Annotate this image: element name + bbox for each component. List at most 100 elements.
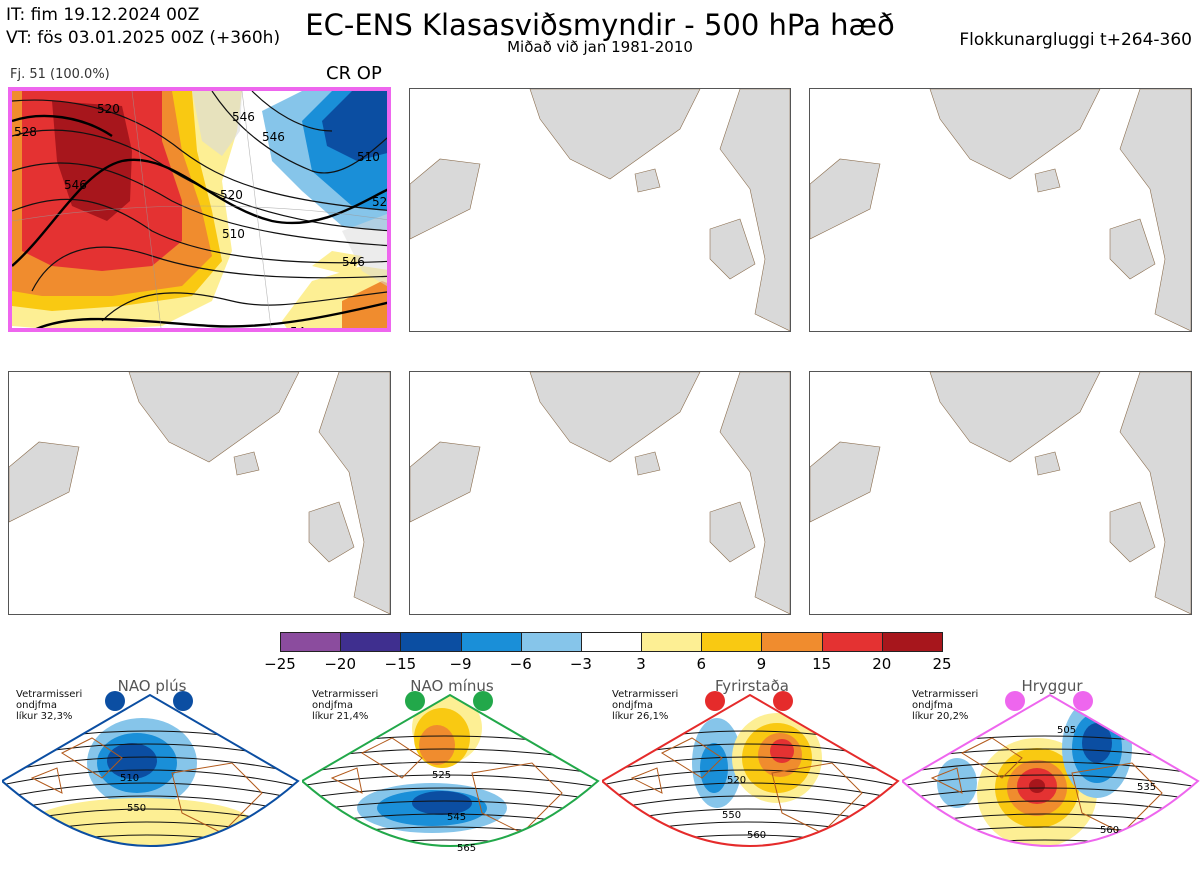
map-background bbox=[9, 372, 390, 614]
contour-label: 520 bbox=[220, 188, 243, 202]
contour-label: 528 bbox=[14, 125, 37, 139]
colorbar-tick-label: −15 bbox=[384, 655, 417, 673]
colorbar-tick-label: −20 bbox=[324, 655, 356, 673]
colorbar-tick-label: −9 bbox=[449, 655, 472, 673]
colorbar-tick-label: 20 bbox=[872, 655, 892, 673]
colorbar-tick-label: 15 bbox=[812, 655, 832, 673]
regime-marker-dot bbox=[105, 691, 125, 711]
regime-marker-dot bbox=[405, 691, 425, 711]
contour-label: 546 bbox=[64, 178, 87, 192]
colorbar-tick-label: −25 bbox=[264, 655, 296, 673]
anomaly-area bbox=[937, 758, 977, 808]
regime-marker-dot bbox=[473, 691, 493, 711]
regime-panel[interactable]: 510 550 NAO plús Vetrarmisseri ondjfma líkur … bbox=[2, 677, 300, 868]
empty-map-panel-6[interactable] bbox=[809, 371, 1192, 615]
sector-outline bbox=[902, 693, 1200, 847]
colorbar-swatch bbox=[340, 632, 402, 652]
height-contour bbox=[902, 774, 1198, 790]
regime-sector-map: 520 550 560 bbox=[602, 691, 900, 847]
regime-note-line: Vetrarmisseri bbox=[912, 689, 979, 700]
contour-label: 550 bbox=[722, 810, 741, 821]
colorbar-tick-label: −3 bbox=[569, 655, 592, 673]
empty-map-panel-3[interactable] bbox=[809, 88, 1192, 332]
regime-marker-dot bbox=[705, 691, 725, 711]
map-background bbox=[410, 372, 790, 614]
cluster-map-panel[interactable]: 520 546 528 546 520 510 546 528 510 546 54 bbox=[8, 87, 391, 332]
regime-note-line: ondjfma bbox=[312, 700, 353, 711]
regime-panel[interactable]: 520 550 560 Fyrirstaða Vetrarmisseri ondjfma l… bbox=[602, 677, 900, 868]
regime-title: NAO mínus bbox=[410, 677, 494, 695]
colorbar bbox=[280, 632, 943, 652]
colorbar-swatch bbox=[821, 632, 883, 652]
height-contour bbox=[902, 761, 1198, 777]
regime-note-line: ondjfma bbox=[612, 700, 653, 711]
empty-map-panel-5[interactable] bbox=[409, 371, 791, 615]
contour-label: 546 bbox=[232, 110, 255, 124]
height-contour bbox=[602, 756, 898, 777]
regime-title: Fyrirstaða bbox=[715, 677, 789, 695]
page-title: EC-ENS Klasasviðsmyndir - 500 hPa hæð bbox=[305, 8, 895, 42]
colorbar-tick-label: −6 bbox=[509, 655, 532, 673]
map-background bbox=[810, 372, 1191, 614]
regime-panel[interactable]: 525 545 565 NAO mínus Vetrarmisseri ondjfma lí… bbox=[302, 677, 600, 868]
regime-note: Vetrarmisseri ondjfma líkur 26,1% bbox=[612, 689, 678, 722]
regime-note-line: Vetrarmisseri bbox=[312, 689, 379, 700]
colorbar-swatch bbox=[400, 632, 462, 652]
height-contour bbox=[902, 839, 1198, 846]
map-background bbox=[810, 89, 1191, 331]
empty-map-panel-4[interactable] bbox=[8, 371, 391, 615]
regime-note-line: líkur 20,2% bbox=[912, 711, 969, 722]
regime-sector-map: 505 535 560 bbox=[902, 691, 1200, 859]
contour-label: 510 bbox=[222, 227, 245, 241]
contour-label: 505 bbox=[1057, 725, 1076, 736]
contour-label: 546 bbox=[342, 255, 365, 269]
empty-map-panel-2[interactable] bbox=[409, 88, 791, 332]
cluster-map: 520 546 528 546 520 510 546 528 510 546 54 bbox=[12, 91, 391, 332]
anomaly-area bbox=[1014, 847, 1050, 859]
contour-label: 545 bbox=[447, 812, 466, 823]
height-contour bbox=[2, 782, 298, 803]
anomaly-area bbox=[770, 739, 794, 763]
valid-time: VT: fös 03.01.2025 00Z (+360h) bbox=[6, 28, 281, 48]
regime-panel[interactable]: 505 535 560 Hryggur Vetrarmisseri ondjfma líku… bbox=[902, 677, 1200, 868]
contour-label: 528 bbox=[372, 195, 391, 209]
colorbar-swatch bbox=[460, 632, 522, 652]
colorbar-swatch bbox=[520, 632, 582, 652]
contour-label: 520 bbox=[727, 775, 746, 786]
coastline bbox=[930, 737, 1163, 834]
regime-note: Vetrarmisseri ondjfma líkur 20,2% bbox=[912, 689, 978, 722]
anomaly-area bbox=[1029, 779, 1045, 793]
anomaly-area bbox=[700, 743, 728, 793]
initial-time: IT: fim 19.12.2024 00Z bbox=[6, 5, 200, 25]
contour-label: 525 bbox=[432, 770, 451, 781]
regime-sector-map: 510 550 bbox=[2, 691, 300, 847]
members-label: Fj. 51 (100.0%) bbox=[10, 67, 110, 82]
colorbar-swatch bbox=[761, 632, 823, 652]
sector-outline bbox=[602, 693, 900, 847]
regime-note: Vetrarmisseri ondjfma líkur 32,3% bbox=[16, 689, 82, 722]
contour-label: 560 bbox=[1100, 825, 1119, 836]
regime-note-line: líkur 32,3% bbox=[16, 711, 73, 722]
regime-note-line: Vetrarmisseri bbox=[16, 689, 83, 700]
contour-label: 520 bbox=[97, 102, 120, 116]
colorbar-ticks: −25 −20 −15 −9 −6 −3 3 6 9 15 20 25 bbox=[264, 655, 951, 675]
regime-note: Vetrarmisseri ondjfma líkur 21,4% bbox=[312, 689, 378, 722]
colorbar-tick-label: 9 bbox=[756, 655, 767, 673]
contour-label: 54 bbox=[290, 325, 305, 332]
regime-marker-dot bbox=[773, 691, 793, 711]
contour-label: 560 bbox=[747, 830, 766, 841]
coastline bbox=[630, 737, 863, 834]
classification-window: Flokkunargluggi t+264-360 bbox=[959, 30, 1192, 50]
height-contour bbox=[902, 787, 1198, 803]
map-background bbox=[410, 89, 790, 331]
height-contour bbox=[2, 756, 298, 777]
page-subtitle: Miðað við jan 1981-2010 bbox=[507, 38, 693, 56]
height-contour bbox=[302, 761, 598, 777]
height-contour bbox=[302, 787, 598, 803]
contour-label: 550 bbox=[127, 803, 146, 814]
regime-sector-map: 525 545 565 bbox=[302, 691, 600, 854]
colorbar-tick-label: 6 bbox=[696, 655, 707, 673]
anomaly-area bbox=[412, 791, 472, 815]
colorbar-tick-label: 25 bbox=[932, 655, 952, 673]
colorbar-swatch bbox=[701, 632, 763, 652]
